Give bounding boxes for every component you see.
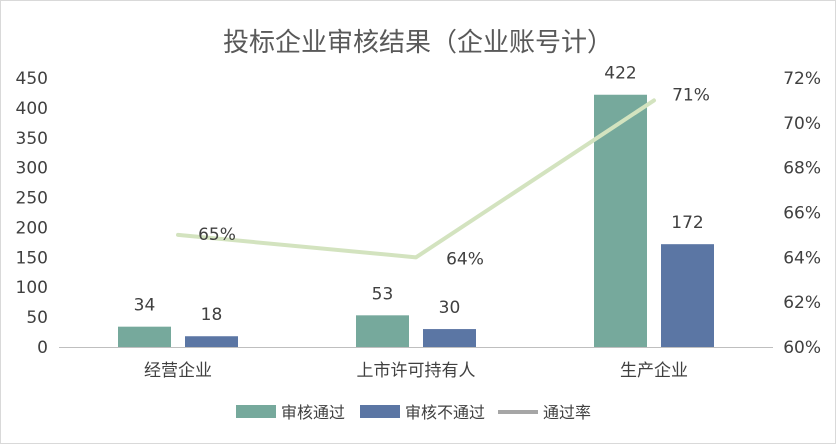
bar-rejected — [185, 336, 238, 347]
category-label: 生产企业 — [620, 361, 688, 381]
left-tick-label: 100 — [16, 278, 48, 298]
rate-label: 71% — [672, 85, 710, 105]
rate-label: 64% — [446, 249, 484, 269]
left-tick-label: 350 — [16, 129, 48, 149]
rate-label: 65% — [198, 225, 236, 245]
right-tick-label: 72% — [783, 69, 821, 89]
left-axis: 0 50 100 150 200 250 300 350 400 450 — [16, 69, 48, 358]
rate-line — [176, 98, 656, 260]
bar-value-label: 422 — [604, 64, 636, 84]
left-tick-label: 200 — [16, 218, 48, 238]
category-label: 经营企业 — [144, 361, 212, 381]
left-tick-label: 450 — [16, 69, 48, 89]
bar-value-label: 172 — [671, 213, 703, 233]
bar-rejected — [423, 329, 476, 347]
left-tick-label: 50 — [26, 308, 48, 328]
category-labels: 经营企业 上市许可持有人 生产企业 — [144, 361, 688, 381]
left-tick-label: 150 — [16, 248, 48, 268]
left-tick-label: 0 — [37, 338, 48, 358]
rate-line-path — [176, 98, 656, 260]
chart-title: 投标企业审核结果（企业账号计） — [223, 28, 613, 58]
category-label: 上市许可持有人 — [357, 361, 476, 381]
right-tick-label: 66% — [783, 204, 821, 224]
left-tick-label: 400 — [16, 99, 48, 119]
legend-label: 审核通过 — [281, 403, 345, 422]
right-tick-label: 68% — [783, 159, 821, 179]
bar-value-label: 30 — [439, 298, 461, 318]
bar-approved — [118, 326, 171, 347]
legend-label: 审核不通过 — [405, 403, 485, 422]
bar-approved — [356, 315, 409, 347]
right-tick-label: 62% — [783, 293, 821, 313]
legend: 审核通过 审核不通过 通过率 — [236, 403, 591, 422]
bar-rejected — [661, 244, 714, 347]
left-tick-label: 300 — [16, 159, 48, 179]
bars — [118, 94, 714, 347]
bar-value-label: 53 — [372, 284, 394, 304]
bar-approved — [594, 94, 647, 347]
legend-label: 通过率 — [543, 403, 591, 422]
right-tick-label: 60% — [783, 338, 821, 358]
bar-value-label: 18 — [201, 305, 223, 325]
legend-swatch — [360, 405, 400, 418]
right-axis: 60% 62% 64% 66% 68% 70% 72% — [783, 69, 821, 358]
right-tick-label: 70% — [783, 114, 821, 134]
right-tick-label: 64% — [783, 248, 821, 268]
left-tick-label: 250 — [16, 189, 48, 209]
data-labels: 34 18 53 30 422 172 65% 64% 71% — [134, 64, 710, 326]
bar-value-label: 34 — [134, 296, 156, 316]
legend-swatch — [236, 405, 276, 418]
